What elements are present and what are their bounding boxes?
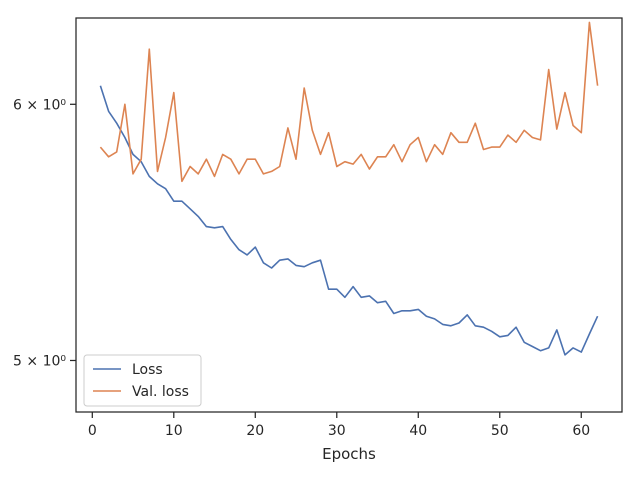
plot-frame <box>75 17 623 413</box>
x-axis-ticks: 0 10 20 30 40 50 60 <box>88 412 590 439</box>
x-tick-label: 0 <box>88 423 97 439</box>
y-tick-label: 5 × 10⁰ <box>13 353 66 369</box>
x-tick-label: 60 <box>572 423 590 439</box>
series-line-1 <box>99 21 599 183</box>
series-layer <box>99 21 599 356</box>
legend: Loss Val. loss <box>83 354 202 407</box>
y-tick-label: 6 × 10⁰ <box>13 97 66 113</box>
x-tick-label: 40 <box>409 423 427 439</box>
y-axis-ticks: 5 × 10⁰ 6 × 10⁰ <box>13 97 76 369</box>
x-axis-label: Epochs <box>322 445 376 463</box>
legend-label-1: Val. loss <box>132 384 189 400</box>
x-tick-label: 30 <box>328 423 346 439</box>
series-line-0 <box>99 85 599 356</box>
x-tick-label: 20 <box>246 423 264 439</box>
x-tick-label: 50 <box>491 423 509 439</box>
legend-label-0: Loss <box>132 362 163 378</box>
x-tick-label: 10 <box>165 423 183 439</box>
legend-box <box>83 354 202 407</box>
